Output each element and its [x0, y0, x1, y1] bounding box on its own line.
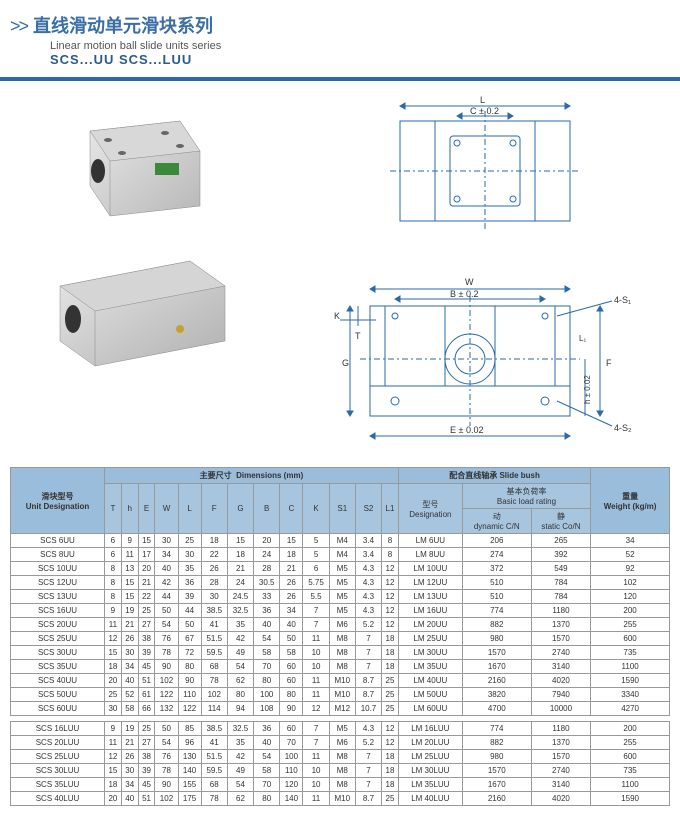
table-row: SCS 30UU153039787259.549585810M8718LM 30…	[11, 646, 670, 660]
photo-long-block	[40, 251, 240, 371]
svg-text:W: W	[465, 277, 474, 287]
product-photos	[10, 91, 270, 451]
table-row: SCS 13UU8152244393024.533265.5M54.312LM …	[11, 590, 670, 604]
svg-text:4-S₁: 4-S₁	[614, 295, 631, 305]
table-row: SCS 40UU204051102907862806011M108.725LM …	[11, 674, 670, 688]
table-row: SCS 16UU91925504438.532.536347M54.312LM …	[11, 604, 670, 618]
table-row: SCS 25LUU1226387613051.5425410011M8718LM…	[11, 750, 670, 764]
svg-text:K: K	[334, 311, 340, 321]
header: >> 直线滑动单元滑块系列 Linear motion ball slide un…	[0, 0, 680, 73]
chevron-icon: >>	[10, 16, 27, 36]
table-row: SCS 10UU813204035262128216M54.312LM 10UU…	[11, 562, 670, 576]
svg-text:L₁: L₁	[579, 334, 586, 343]
table-row: SCS 35UU18344590806854706010M8718LM 35UU…	[11, 660, 670, 674]
table-row: SCS 20LUU1121275496413540707M65.212LM 20…	[11, 736, 670, 750]
svg-text:F: F	[606, 358, 612, 368]
table-row: SCS 20UU1121275450413540407M65.212LM 20U…	[11, 618, 670, 632]
table-row: SCS 25UU122638766751.542545011M8718LM 25…	[11, 632, 670, 646]
title-english: Linear motion ball slide units series	[50, 40, 670, 52]
table-row: SCS 12UU815214236282430.5265.75M54.312LM…	[11, 576, 670, 590]
table-header: 滑块型号Unit Designation 主要尺寸 Dimensions (mm…	[11, 468, 670, 534]
images-row: L C ± 0.2	[0, 81, 680, 461]
svg-text:4-S₂: 4-S₂	[614, 423, 632, 433]
table-body-uu: SCS 6UU69153025181520155M43.48LM 6UU2062…	[11, 534, 670, 716]
svg-text:T: T	[355, 331, 361, 341]
table-row: SCS 35LUU1834459015568547012010M8718LM 3…	[11, 778, 670, 792]
table-row: SCS 6UU69153025181520155M43.48LM 6UU2062…	[11, 534, 670, 548]
table-body-luu: SCS 16LUU91925508538.532.536607M54.312LM…	[11, 722, 670, 806]
svg-text:C ± 0.2: C ± 0.2	[470, 106, 499, 116]
drawing-front-view: W B ± 0.2 K T G E ± 0.02 L₁ h ± 0.02 F 4…	[320, 271, 640, 451]
svg-text:E ± 0.02: E ± 0.02	[450, 425, 483, 435]
photo-short-block	[60, 111, 220, 221]
drawing-top-view: L C ± 0.2	[345, 91, 615, 241]
svg-text:G: G	[342, 358, 349, 368]
table-row: SCS 60UU305866132122114941089012M1210.72…	[11, 702, 670, 716]
svg-text:L: L	[480, 95, 485, 105]
svg-text:h ± 0.02: h ± 0.02	[583, 375, 592, 404]
table-row: SCS 50UU255261122110102801008011M108.725…	[11, 688, 670, 702]
table-row: SCS 40LUU20405110217578628014011M108.725…	[11, 792, 670, 806]
table: 滑块型号Unit Designation 主要尺寸 Dimensions (mm…	[10, 467, 670, 806]
spec-table: 滑块型号Unit Designation 主要尺寸 Dimensions (mm…	[0, 461, 680, 816]
title-chinese: 直线滑动单元滑块系列	[33, 16, 213, 36]
technical-drawings: L C ± 0.2	[290, 91, 670, 451]
table-row: SCS 16LUU91925508538.532.536607M54.312LM…	[11, 722, 670, 736]
table-row: SCS 30LUU1530397814059.5495811010M8718LM…	[11, 764, 670, 778]
subtitle: SCS...UU SCS...LUU	[50, 52, 670, 67]
svg-text:B ± 0.2: B ± 0.2	[450, 289, 478, 299]
table-row: SCS 8UU611173430221824185M43.48LM 8UU274…	[11, 548, 670, 562]
